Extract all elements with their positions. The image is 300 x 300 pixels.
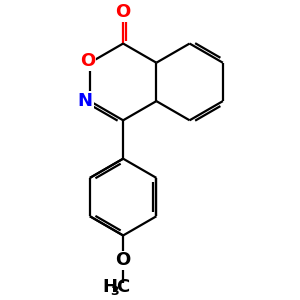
Text: O: O bbox=[80, 52, 96, 70]
Text: O: O bbox=[116, 3, 131, 21]
Text: N: N bbox=[78, 92, 93, 110]
Text: O: O bbox=[116, 251, 131, 269]
Text: 3: 3 bbox=[110, 285, 119, 298]
Text: H: H bbox=[102, 278, 117, 296]
Text: C: C bbox=[117, 278, 130, 296]
